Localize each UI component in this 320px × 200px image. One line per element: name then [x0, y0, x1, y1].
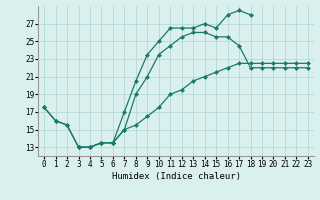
X-axis label: Humidex (Indice chaleur): Humidex (Indice chaleur) — [111, 172, 241, 181]
